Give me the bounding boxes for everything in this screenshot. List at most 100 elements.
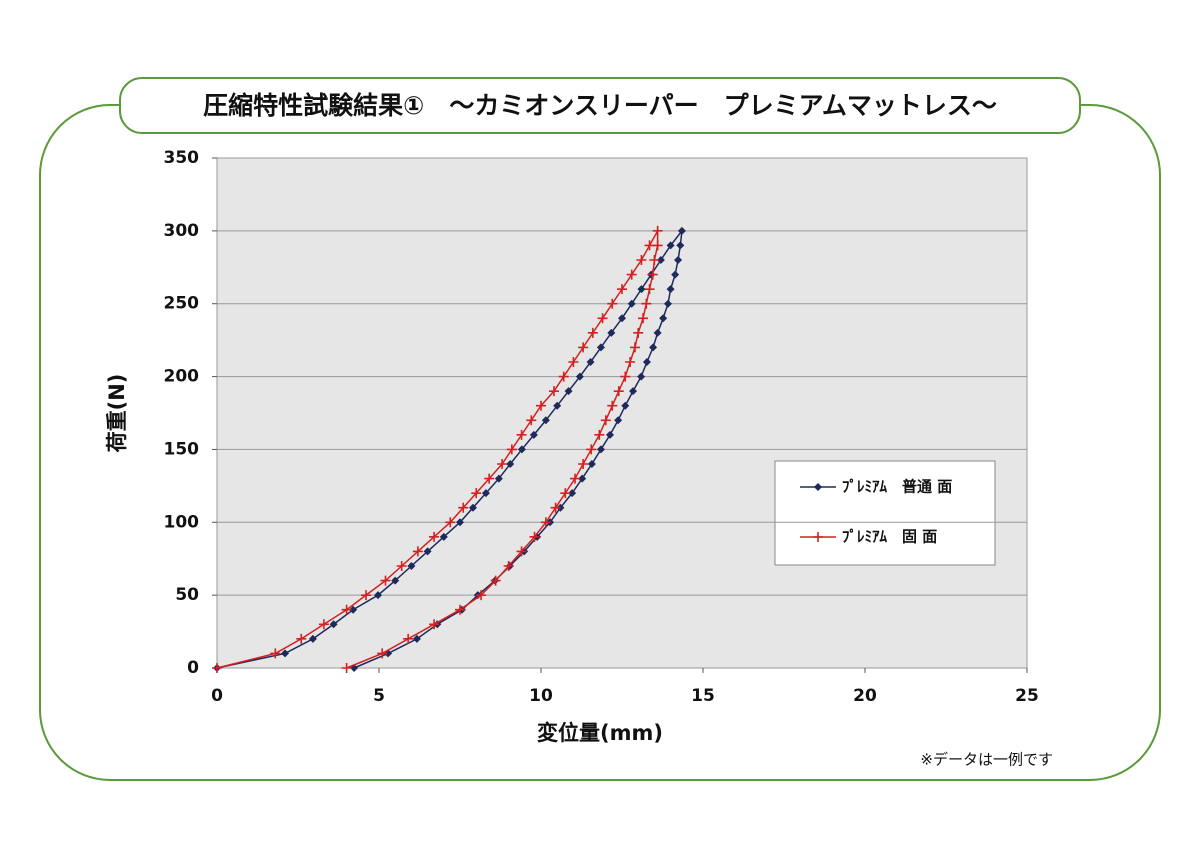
point <box>674 256 683 264</box>
y-tick-label: 0 <box>187 658 199 678</box>
point <box>664 299 673 308</box>
point <box>529 531 540 542</box>
x-axis-label: 変位量(mm) <box>537 721 663 745</box>
point <box>607 328 616 337</box>
point <box>642 358 651 366</box>
point <box>578 459 589 469</box>
point <box>471 488 482 499</box>
point <box>329 620 338 629</box>
y-tick-label: 100 <box>164 512 200 532</box>
y-axis-label: 荷重(N) <box>105 374 129 453</box>
chart-title: 圧縮特性試験結果① ～カミオンスリーパー プレミアムマットレス～ <box>203 91 997 120</box>
legend-label: ﾌﾟﾚﾐｱﾑ 普通 面 <box>842 478 952 496</box>
point <box>456 518 464 527</box>
point <box>677 226 686 235</box>
point <box>653 328 662 337</box>
point <box>676 241 685 250</box>
point <box>526 415 537 426</box>
point <box>620 371 631 382</box>
point <box>349 605 358 614</box>
point <box>629 342 640 353</box>
point <box>506 460 515 468</box>
point <box>578 342 589 353</box>
x-tick-label: 10 <box>529 686 553 706</box>
y-tick-label: 300 <box>164 221 200 241</box>
point <box>484 473 495 484</box>
point <box>649 343 658 352</box>
point <box>597 313 608 324</box>
point <box>614 416 623 425</box>
y-tick-label: 50 <box>175 585 199 605</box>
point <box>638 313 649 324</box>
point <box>377 648 388 659</box>
point <box>374 591 383 600</box>
point <box>568 489 577 498</box>
point <box>540 517 551 528</box>
point <box>412 546 423 557</box>
point <box>586 444 597 455</box>
point <box>391 576 400 585</box>
point <box>318 619 329 630</box>
point <box>429 531 440 542</box>
point <box>429 619 440 630</box>
point <box>606 430 615 439</box>
point <box>649 255 660 265</box>
title-box <box>119 77 1081 134</box>
point <box>558 371 569 382</box>
y-tick-label: 250 <box>164 294 200 314</box>
point <box>652 240 663 251</box>
y-tick-label: 350 <box>164 148 200 168</box>
point <box>407 562 416 570</box>
point <box>596 343 605 352</box>
point <box>656 256 665 264</box>
point <box>644 284 655 295</box>
point <box>627 299 636 308</box>
point <box>659 314 668 323</box>
point <box>647 269 658 280</box>
point <box>587 460 596 468</box>
point <box>503 561 514 571</box>
point <box>636 255 647 265</box>
point <box>568 357 579 367</box>
point <box>506 444 517 455</box>
point <box>517 445 526 454</box>
x-tick-label: 20 <box>853 686 877 706</box>
point <box>629 387 638 396</box>
point <box>468 503 477 512</box>
point <box>575 372 584 381</box>
point <box>594 429 605 440</box>
point <box>341 604 352 615</box>
y-tick-label: 200 <box>164 367 200 387</box>
point <box>626 269 637 280</box>
point <box>607 298 618 309</box>
point <box>652 225 663 236</box>
point <box>666 241 675 250</box>
point <box>600 415 611 426</box>
point <box>618 314 626 323</box>
point <box>613 386 624 397</box>
point <box>641 298 652 309</box>
point <box>516 546 527 557</box>
point <box>296 633 307 644</box>
x-tick-label: 0 <box>211 686 223 706</box>
point <box>423 547 432 556</box>
legend-marker <box>814 483 822 491</box>
point <box>541 416 550 425</box>
point <box>625 357 636 367</box>
note: ※データは一例です <box>920 751 1053 769</box>
point <box>560 488 571 499</box>
point <box>445 517 456 528</box>
point <box>516 429 527 440</box>
x-tick-label: 25 <box>1015 686 1039 706</box>
point <box>586 358 595 366</box>
point <box>666 285 675 294</box>
point <box>637 372 646 381</box>
point <box>633 327 644 338</box>
point <box>341 663 352 673</box>
point <box>564 387 573 396</box>
point <box>281 649 290 658</box>
point <box>637 285 646 294</box>
point <box>439 532 448 541</box>
